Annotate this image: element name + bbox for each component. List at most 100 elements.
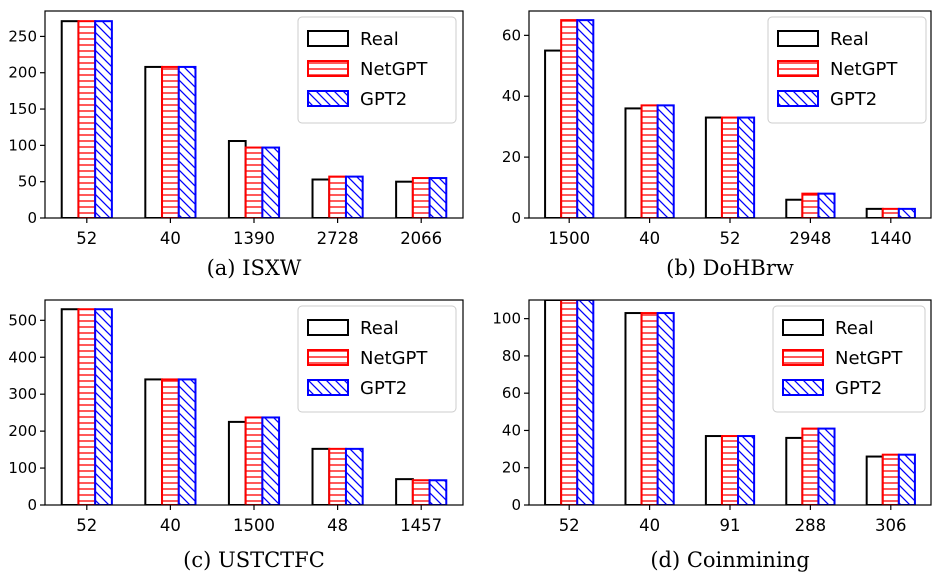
bar-gpt2-1440 xyxy=(897,207,916,218)
y-tick-label: 40 xyxy=(502,87,521,105)
bar-gpt2-48 xyxy=(344,447,364,505)
y-tick-label: 60 xyxy=(502,384,521,402)
x-tick-label: 2948 xyxy=(789,229,831,248)
bar-gpt2-1500 xyxy=(261,416,281,505)
bar-real-1500 xyxy=(544,49,563,218)
bar-real-2948 xyxy=(785,198,804,218)
legend-label-netgpt: NetGPT xyxy=(835,348,903,369)
bar-gpt2-52 xyxy=(94,308,113,505)
legend-swatch-netgpt xyxy=(307,349,349,366)
legend-swatch-gpt2 xyxy=(782,379,824,396)
x-tick-label: 52 xyxy=(76,516,97,535)
x-tick-label: 288 xyxy=(795,516,827,535)
bar-netgpt-40 xyxy=(161,378,180,505)
legend-label-gpt2: GPT2 xyxy=(835,378,882,399)
legend-label-netgpt: NetGPT xyxy=(830,59,898,80)
legend-swatch-real xyxy=(777,30,819,47)
legend-label-real: Real xyxy=(835,318,874,339)
legend-swatch-netgpt xyxy=(777,60,819,77)
bar-netgpt-91 xyxy=(720,435,740,505)
legend-swatch-gpt2 xyxy=(307,90,349,107)
bar-gpt2-288 xyxy=(817,427,836,505)
legend-swatch-real xyxy=(307,319,349,336)
legend-label-gpt2: GPT2 xyxy=(360,378,407,399)
x-tick-label: 2066 xyxy=(400,229,442,248)
legend-label-gpt2: GPT2 xyxy=(360,89,407,110)
bar-gpt2-52 xyxy=(576,300,595,505)
y-tick-label: 250 xyxy=(8,27,37,45)
bar-netgpt-40 xyxy=(161,65,180,218)
legend-label-netgpt: NetGPT xyxy=(360,59,428,80)
chart-caption: (b) DoHBrw xyxy=(666,256,794,280)
bar-netgpt-1440 xyxy=(881,207,900,218)
x-tick-label: 40 xyxy=(639,229,660,248)
bar-gpt2-1500 xyxy=(576,19,595,218)
bar-netgpt-40 xyxy=(640,104,659,218)
bar-gpt2-2066 xyxy=(428,177,448,218)
y-tick-label: 400 xyxy=(8,348,37,366)
chart-caption: (c) USTCTFC xyxy=(183,548,325,572)
bar-netgpt-52 xyxy=(77,308,97,505)
legend-swatch-netgpt xyxy=(307,60,349,77)
bar-real-2728 xyxy=(311,178,331,218)
bar-real-288 xyxy=(785,436,804,505)
x-tick-label: 52 xyxy=(559,516,580,535)
legend-swatch-netgpt xyxy=(782,349,824,366)
x-tick-label: 1440 xyxy=(870,229,912,248)
bars-group xyxy=(60,308,448,505)
bar-real-52 xyxy=(60,308,80,505)
bar-netgpt-1500 xyxy=(244,416,264,505)
y-tick-label: 150 xyxy=(8,100,37,118)
bar-gpt2-1457 xyxy=(428,479,448,505)
x-tick-label: 40 xyxy=(160,516,181,535)
y-tick-label: 300 xyxy=(8,385,37,403)
bar-gpt2-52 xyxy=(737,116,756,218)
x-tick-label: 52 xyxy=(76,229,97,248)
bars-group xyxy=(544,300,916,505)
bar-netgpt-1500 xyxy=(560,19,579,218)
bar-netgpt-2728 xyxy=(328,175,347,218)
x-tick-label: 40 xyxy=(639,516,660,535)
bar-netgpt-1390 xyxy=(244,146,264,218)
x-tick-label: 40 xyxy=(160,229,181,248)
y-tick-label: 0 xyxy=(27,496,37,514)
bar-real-40 xyxy=(624,107,643,218)
bar-netgpt-288 xyxy=(801,427,820,505)
chart-caption: (d) Coinmining xyxy=(650,548,809,572)
bar-gpt2-40 xyxy=(656,104,675,218)
chart-panel-ustctfc: 0 100 200 300 400 500 52 40 1500 48 1457 Real NetGPT… xyxy=(8,299,464,572)
bar-netgpt-52 xyxy=(77,20,97,218)
y-tick-label: 20 xyxy=(502,148,521,166)
bar-gpt2-306 xyxy=(897,453,916,505)
y-tick-label: 40 xyxy=(502,421,521,439)
bar-netgpt-48 xyxy=(328,447,347,505)
legend-swatch-gpt2 xyxy=(777,90,819,107)
bar-netgpt-2066 xyxy=(411,177,431,218)
x-tick-label: 1500 xyxy=(548,229,590,248)
legend: Real NetGPT GPT2 xyxy=(297,305,457,413)
y-tick-label: 80 xyxy=(502,347,521,365)
y-tick-label: 500 xyxy=(8,311,37,329)
bar-real-52 xyxy=(544,300,563,505)
y-tick-label: 0 xyxy=(511,496,521,514)
bar-real-1390 xyxy=(227,140,247,218)
legend-label-real: Real xyxy=(830,29,869,50)
bar-gpt2-91 xyxy=(737,435,756,505)
bars-group xyxy=(544,19,916,218)
x-tick-label: 48 xyxy=(327,516,348,535)
bar-netgpt-306 xyxy=(881,453,900,505)
bar-netgpt-52 xyxy=(720,116,740,218)
legend-label-netgpt: NetGPT xyxy=(360,348,428,369)
chart-caption: (a) ISXW xyxy=(207,256,302,280)
bar-real-52 xyxy=(60,20,80,218)
bar-real-1440 xyxy=(865,207,884,218)
x-tick-label: 91 xyxy=(720,516,741,535)
y-tick-label: 200 xyxy=(8,64,37,82)
bar-gpt2-2728 xyxy=(344,175,364,218)
bar-real-306 xyxy=(865,455,884,505)
bar-gpt2-52 xyxy=(94,20,113,218)
y-tick-label: 100 xyxy=(492,310,521,328)
chart-panel-dohbrw: 0 20 40 60 1500 40 52 2948 1440 Real NetGPT GPT2 (b)… xyxy=(502,10,932,280)
legend-swatch-real xyxy=(782,319,824,336)
x-tick-label: 1457 xyxy=(400,516,442,535)
